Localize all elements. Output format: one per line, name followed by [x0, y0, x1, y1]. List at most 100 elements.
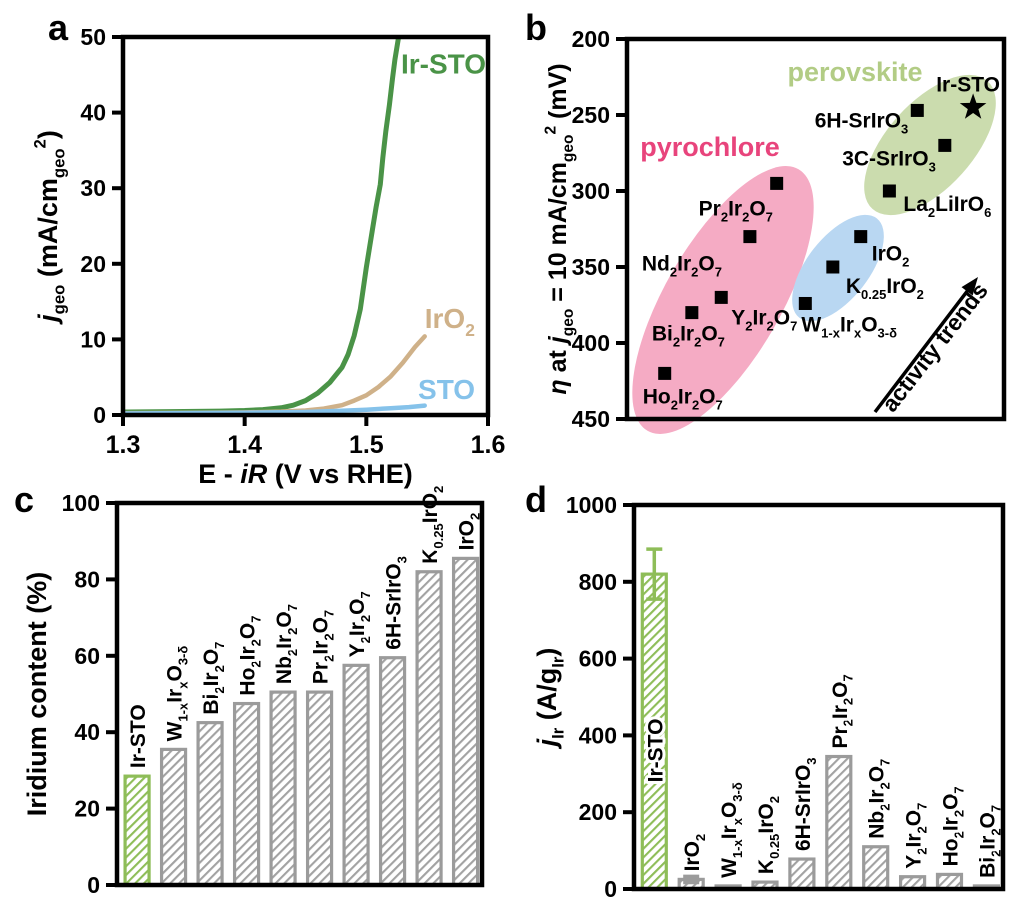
point-label-Pr_{2}Ir_{2}O_{7}: Pr2Ir2O7	[699, 197, 773, 224]
point-label-Nd_{2}Ir_{2}O_{7}: Nd2Ir2O7	[642, 253, 722, 280]
bar-label-K_{0.25}IrO_{2}: K0.25IrO2	[419, 486, 446, 564]
panel-letter-a: a	[48, 7, 69, 48]
bar-label-Y_{2}Ir_{2}O_{7}: Y2Ir2O7	[346, 591, 373, 657]
point-label-IrO_{2}: IrO2	[872, 243, 910, 270]
y-tick-label: 10	[80, 326, 106, 352]
y-axis-label: jIr (A/gIr)	[532, 648, 568, 750]
y-tick-label: 100	[62, 490, 100, 516]
panel-letter-d: d	[525, 479, 547, 520]
y-tick-label: 50	[80, 24, 106, 50]
y-tick-label: 800	[579, 569, 617, 595]
square-marker-Ho_{2}Ir_{2}O_{7}	[658, 366, 672, 380]
bar-Ir-STO	[123, 774, 151, 887]
activity-trends-arrow	[873, 285, 973, 414]
bar-W_{1-x}Ir_{x}O_{3-δ}	[159, 747, 188, 887]
bar-6H-SrIrO_{3}	[378, 656, 407, 887]
square-marker-Pr_{2}Ir_{2}O_{7}	[770, 176, 784, 190]
y-tick-label: 0	[604, 876, 617, 902]
panel-letter-b: b	[525, 7, 547, 48]
y-tick-label: 80	[74, 566, 100, 592]
bar-Nb_{2}Ir_{2}O_{7}	[269, 690, 297, 887]
point-label-Ir-STO: Ir-STO	[936, 73, 1000, 96]
panel-d-bar-chart: Ir-STO IrO2 W1-xIrxO3-δ K0.25IrO2 6H-SrIrO3 P…	[525, 479, 1006, 902]
bar-label-Ir-STO: Ir-STO	[644, 719, 667, 783]
bar-Nb_{2}Ir_{2}O_{7}	[862, 845, 890, 891]
point-label-Ho_{2}Ir_{2}O_{7}: Ho2Ir2O7	[643, 385, 723, 412]
point-label-6H-SrIrO_{3}: 6H-SrIrO3	[815, 109, 909, 136]
plot-frame	[120, 34, 491, 418]
square-marker-La_{2}LiIrO_{6}	[882, 184, 896, 198]
y-tick-label: 40	[80, 100, 106, 126]
star-marker-Ir-STO	[959, 93, 987, 119]
y-tick-label: 400	[572, 330, 610, 356]
square-marker-Nd_{2}Ir_{2}O_{7}	[743, 230, 757, 244]
point-label-La_{2}LiIrO_{6}: La2LiIrO6	[903, 193, 991, 220]
bar-Ho_{2}Ir_{2}O_{7}	[232, 701, 261, 887]
bar-label-Bi_{2}Ir_{2}O_{7}: Bi2Ir2O7	[200, 642, 227, 715]
y-axis-label: jgeo (mA/cmgeo2)	[31, 130, 69, 325]
square-marker-Bi_{2}Ir_{2}O_{7}	[685, 306, 699, 320]
y-tick-label: 600	[579, 646, 617, 672]
x-tick-label: 1.4	[227, 431, 262, 459]
region-label-pyrochlore: pyrochlore	[640, 132, 780, 162]
bar-label-W_{1-x}Ir_{x}O_{3-δ}: W1-xIrxO3-δ	[164, 646, 191, 742]
point-label-3C-SrIrO_{3}: 3C-SrIrO3	[842, 147, 936, 174]
bar-6H-SrIrO_{3}	[788, 857, 816, 891]
point-label-Y_{2}Ir_{2}O_{7}: Y2Ir2O7	[731, 306, 797, 333]
point-label-Bi_{2}Ir_{2}O_{7}: Bi2Ir2O7	[652, 323, 725, 350]
bar-label-K_{0.25}IrO_{2}: K0.25IrO2	[755, 796, 782, 874]
y-tick-label: 1000	[566, 492, 617, 518]
y-tick-label: 0	[93, 402, 106, 428]
curve-label-IrO2: IrO2	[425, 303, 475, 340]
y-tick-label: 250	[572, 102, 610, 128]
curve-IrO2	[125, 334, 427, 413]
plot-frame	[631, 502, 1006, 892]
square-marker-6H-SrIrO_{3}	[910, 103, 924, 117]
bar-Pr_{2}Ir_{2}O_{7}	[305, 690, 334, 887]
bar-label-Ir-STO: Ir-STO	[127, 704, 150, 768]
panel-a-line-chart: Ir-STO IrO2 STO 0 10 20 30 40 50 1.3 1.4 1.5 1.6 E - …	[31, 7, 506, 489]
bar-label-Ho_{2}Ir_{2}O_{7}: Ho2Ir2O7	[237, 615, 264, 695]
curve-label-Ir-STO: Ir-STO	[401, 48, 486, 79]
bar-label-Pr_{2}Ir_{2}O_{7}: Pr2Ir2O7	[310, 610, 337, 684]
panel-c-bar-chart: Ir-STO W1-xIrxO3-δ Bi2Ir2O7 Ho2Ir2O7 Nb2Ir2O…	[14, 479, 485, 898]
panel-letter-c: c	[14, 479, 34, 520]
y-tick-label: 450	[572, 406, 610, 432]
bar-label-Pr_{2}Ir_{2}O_{7}: Pr2Ir2O7	[829, 674, 856, 748]
bar-label-Y_{2}Ir_{2}O_{7}: Y2Ir2O7	[903, 803, 930, 869]
y-tick-label: 0	[87, 872, 100, 898]
x-tick-label: 1.5	[349, 431, 384, 459]
bar-label-Nb_{2}Ir_{2}O_{7}: Nb2Ir2O7	[866, 759, 893, 839]
y-tick-label: 200	[572, 26, 610, 52]
bar-label-6H-SrIrO_{3}: 6H-SrIrO3	[792, 757, 819, 851]
activity-trends-label: activity trends	[876, 278, 993, 417]
bar-Bi_{2}Ir_{2}O_{7}	[196, 721, 224, 887]
bar-Pr_{2}Ir_{2}O_{7}	[825, 754, 853, 891]
panel-b-scatter-chart: pyrochlore perovskite activity trends Ho2Ir…	[525, 7, 1007, 434]
bar-label-Nb_{2}Ir_{2}O_{7}: Nb2Ir2O7	[273, 604, 300, 684]
y-tick-label: 20	[80, 251, 106, 277]
y-tick-label: 20	[74, 796, 100, 822]
bar-label-W_{1-x}Ir_{x}O_{3-δ}: W1-xIrxO3-δ	[718, 782, 745, 878]
bar-K_{0.25}IrO_{2}	[415, 570, 443, 887]
y-tick-label: 300	[572, 178, 610, 204]
bar-label-Ho_{2}Ir_{2}O_{7}: Ho2Ir2O7	[939, 786, 966, 866]
bar-label-Bi_{2}Ir_{2}O_{7}: Bi2Ir2O7	[976, 805, 1003, 878]
square-marker-IrO_{2}	[854, 230, 868, 244]
point-label-K_{0.25}IrO_{2}: K0.25IrO2	[846, 275, 924, 302]
y-tick-label: 40	[74, 719, 100, 745]
y-tick-label: 30	[80, 175, 106, 201]
plot-frame	[114, 500, 485, 888]
curve-Ir-STO	[125, 36, 402, 413]
square-marker-W_{1-x}Ir_{x}O_{3-δ}	[798, 296, 812, 310]
bar-label-IrO_{2}: IrO2	[456, 513, 483, 551]
square-marker-Y_{2}Ir_{2}O_{7}	[714, 290, 728, 304]
y-axis-label: η at jgeo = 10 mA/cmgeo2 (mV)	[543, 63, 578, 394]
bar-IrO_{2}	[451, 556, 480, 887]
square-marker-K_{0.25}IrO_{2}	[826, 260, 840, 274]
curve-label-STO: STO	[418, 374, 475, 405]
plot-frame	[624, 36, 1007, 422]
point-label-W_{1-x}Ir_{x}O_{3-δ}: W1-xIrxO3-δ	[801, 313, 897, 340]
